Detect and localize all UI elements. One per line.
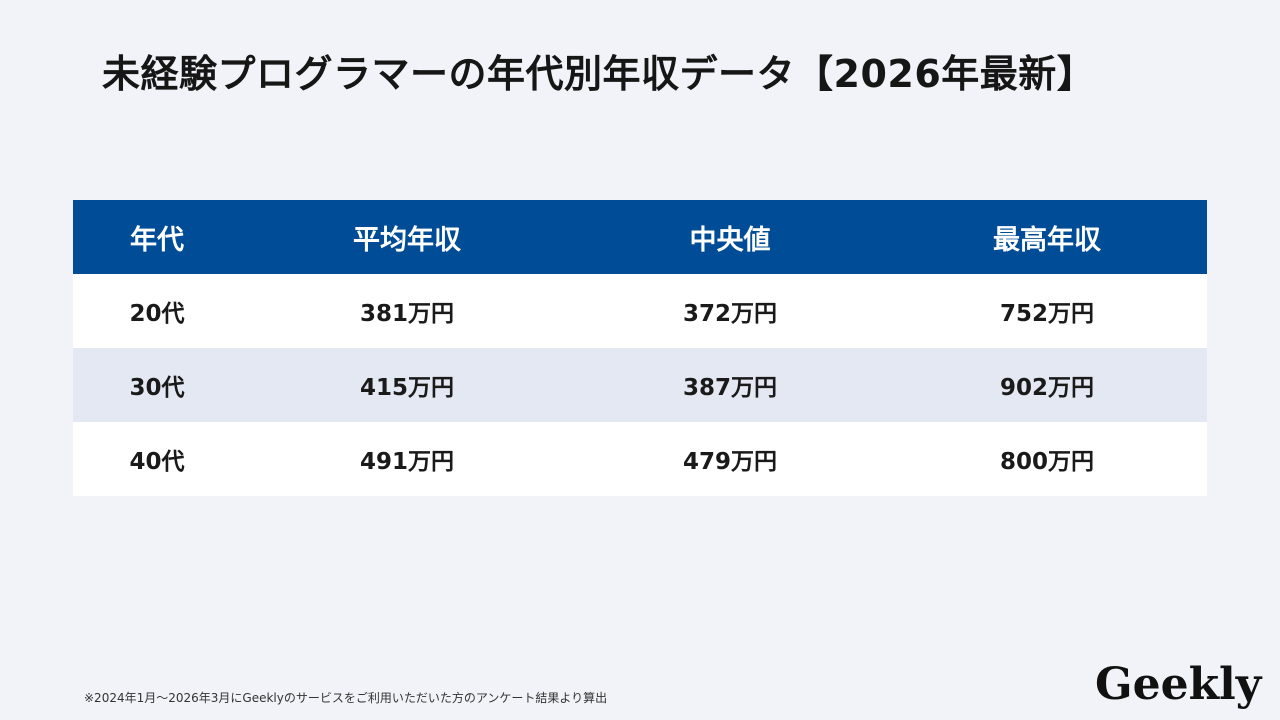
cell-median: 387万円: [573, 348, 887, 422]
cell-median: 372万円: [573, 274, 887, 348]
header-median: 中央値: [573, 200, 887, 274]
salary-table: 年代 平均年収 中央値 最高年収 20代 381万円 372万円 752万円 3…: [73, 200, 1207, 496]
footnote: ※2024年1月～2026年3月にGeeklyのサービスをご利用いただいた方のア…: [84, 691, 608, 705]
cell-average-salary: 415万円: [241, 348, 573, 422]
cell-average-salary: 491万円: [241, 422, 573, 496]
table-row: 30代 415万円 387万円 902万円: [73, 348, 1207, 422]
header-max-salary: 最高年収: [887, 200, 1207, 274]
cell-age: 40代: [73, 422, 241, 496]
cell-age: 30代: [73, 348, 241, 422]
cell-average-salary: 381万円: [241, 274, 573, 348]
header-average-salary: 平均年収: [241, 200, 573, 274]
cell-age: 20代: [73, 274, 241, 348]
cell-median: 479万円: [573, 422, 887, 496]
geekly-logo: Geekly: [1095, 659, 1262, 710]
table-row: 20代 381万円 372万円 752万円: [73, 274, 1207, 348]
header-age: 年代: [73, 200, 241, 274]
table-row: 40代 491万円 479万円 800万円: [73, 422, 1207, 496]
cell-max-salary: 902万円: [887, 348, 1207, 422]
table-header-row: 年代 平均年収 中央値 最高年収: [73, 200, 1207, 274]
page-title: 未経験プログラマーの年代別年収データ【2026年最新】: [102, 52, 1096, 96]
cell-max-salary: 752万円: [887, 274, 1207, 348]
cell-max-salary: 800万円: [887, 422, 1207, 496]
